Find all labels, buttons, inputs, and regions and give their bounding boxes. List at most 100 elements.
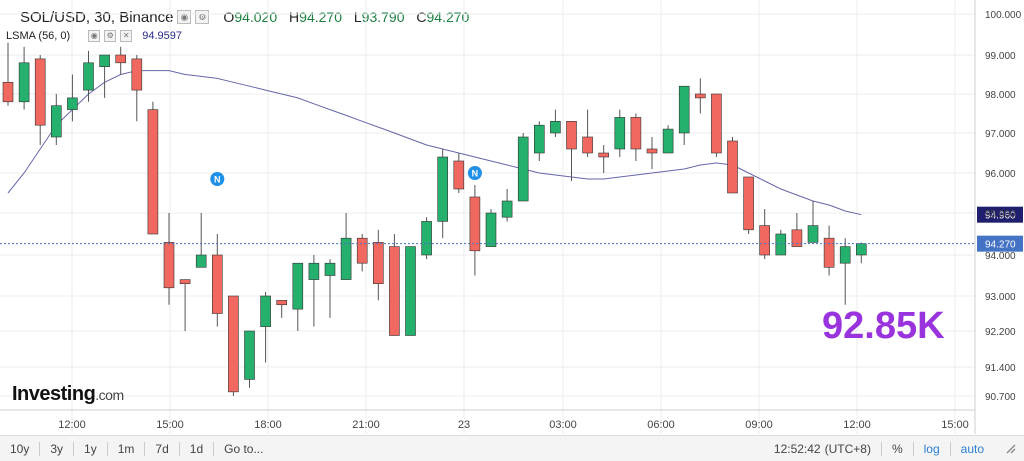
x-tick-label: 21:00: [352, 419, 380, 431]
candle-body: [630, 117, 642, 150]
range-1d[interactable]: 1d: [189, 441, 204, 456]
grid: [0, 0, 975, 434]
candle-body: [195, 254, 207, 268]
y-tick-label: 100.000: [985, 10, 1022, 21]
logo-brand: Investing: [12, 383, 96, 405]
lsma-layer: [7, 70, 862, 216]
indicator-name: LSMA (56, 0): [6, 30, 71, 42]
candle-body: [67, 97, 78, 110]
x-tick-label: 18:00: [254, 419, 282, 431]
candle-body: [179, 279, 191, 285]
candle-body: [340, 237, 352, 280]
y-tick-label: 98.000: [985, 90, 1016, 101]
timezone[interactable]: (UTC+8): [824, 441, 871, 456]
candles: [2, 42, 867, 396]
candle-body: [34, 58, 46, 126]
candle-body: [807, 225, 819, 243]
candle-body: [244, 330, 255, 380]
indicator-legend: LSMA (56, 0) ◉ ⚙ ✕ 94.9597: [6, 30, 182, 42]
investing-logo: Investing.com: [12, 383, 124, 406]
lsma-price-label: 94.960: [985, 211, 1016, 222]
close-icon[interactable]: ✕: [120, 30, 133, 42]
auto-toggle[interactable]: auto: [960, 441, 984, 456]
candle-body: [517, 136, 529, 202]
percent-toggle[interactable]: %: [891, 441, 903, 456]
y-tick-label: 93.000: [985, 292, 1016, 303]
y-tick-label: 90.700: [985, 392, 1016, 403]
news-marker-label: N: [214, 175, 221, 185]
log-toggle[interactable]: log: [923, 441, 940, 456]
low-label: L: [353, 9, 362, 25]
candle-body: [662, 128, 674, 154]
candle-body: [115, 54, 126, 64]
candle-body: [855, 243, 867, 256]
divider: [912, 441, 914, 456]
logo-suffix: .com: [95, 387, 124, 403]
divider: [144, 441, 146, 456]
gear-icon[interactable]: ⚙: [104, 30, 117, 42]
candle-body: [646, 148, 658, 154]
low-value: 93.790: [361, 9, 405, 25]
axes: 100.00099.00098.00097.00096.00095.00094.…: [0, 0, 1022, 434]
candle-body: [743, 176, 754, 231]
range-7d[interactable]: 7d: [155, 441, 169, 456]
lsma-line: [7, 70, 862, 216]
close-label: C: [416, 9, 427, 25]
x-tick-label: 15:00: [156, 419, 184, 431]
range-10y[interactable]: 10y: [10, 441, 30, 456]
bottom-toolbar: 10y 3y 1y 1m 7d 1d Go to... 12:52:42 (UT…: [0, 435, 1024, 461]
candle-body: [437, 156, 449, 222]
x-tick-label: 15:00: [941, 419, 969, 431]
news-marker-label: N: [472, 169, 479, 179]
divider: [106, 441, 108, 456]
ohlc-values: O94.020 H94.270 L93.790 C94.270: [215, 9, 469, 25]
candle-body: [228, 295, 239, 393]
open-label: O: [223, 9, 235, 25]
range-1m[interactable]: 1m: [117, 441, 135, 456]
overlay-big-text: 92.85K: [822, 305, 945, 347]
x-tick-label: 12:00: [58, 419, 86, 431]
candle-body: [372, 242, 384, 284]
x-tick-label: 03:00: [549, 419, 577, 431]
lsma-price-tag: [977, 206, 1023, 223]
goto-button[interactable]: Go to...: [224, 441, 264, 456]
divider: [949, 441, 951, 456]
candle-body: [324, 262, 336, 276]
candle-body: [212, 254, 223, 314]
range-1y[interactable]: 1y: [84, 441, 97, 456]
candle-body: [775, 233, 787, 256]
high-label: H: [289, 9, 300, 25]
x-tick-label: 23: [458, 419, 470, 431]
candle-body: [276, 300, 288, 306]
candle-body: [485, 212, 497, 247]
y-tick-label: 97.000: [985, 129, 1016, 140]
candle-body: [614, 117, 626, 150]
divider: [213, 441, 215, 456]
candle-body: [550, 121, 561, 134]
candle-body: [131, 58, 143, 91]
candle-body: [727, 140, 738, 194]
candle-body: [453, 160, 465, 190]
candle-body: [759, 225, 771, 256]
news-marker[interactable]: [210, 172, 225, 186]
candle-body: [566, 121, 577, 150]
resize-icon[interactable]: [1004, 442, 1018, 456]
x-tick-label: 06:00: [647, 419, 675, 431]
divider: [39, 441, 41, 456]
news-marker[interactable]: [467, 166, 482, 180]
y-tick-label: 92.200: [985, 327, 1016, 338]
candle-body: [598, 152, 610, 158]
y-tick-label: 99.000: [985, 51, 1016, 62]
candle-body: [50, 105, 62, 138]
y-tick-label: 96.000: [985, 169, 1016, 180]
eye-icon[interactable]: ◉: [88, 30, 101, 42]
range-3y[interactable]: 3y: [50, 441, 64, 456]
current-price-label: 94.270: [985, 240, 1016, 251]
candle-body: [308, 262, 320, 280]
chart-legend: SOL/USD, 30, Binance ◉ ⚙ O94.020 H94.270…: [0, 6, 469, 28]
candle-body: [421, 221, 432, 256]
x-tick-label: 12:00: [843, 419, 871, 431]
close-value: 94.270: [426, 9, 470, 25]
candle-body: [501, 200, 513, 218]
